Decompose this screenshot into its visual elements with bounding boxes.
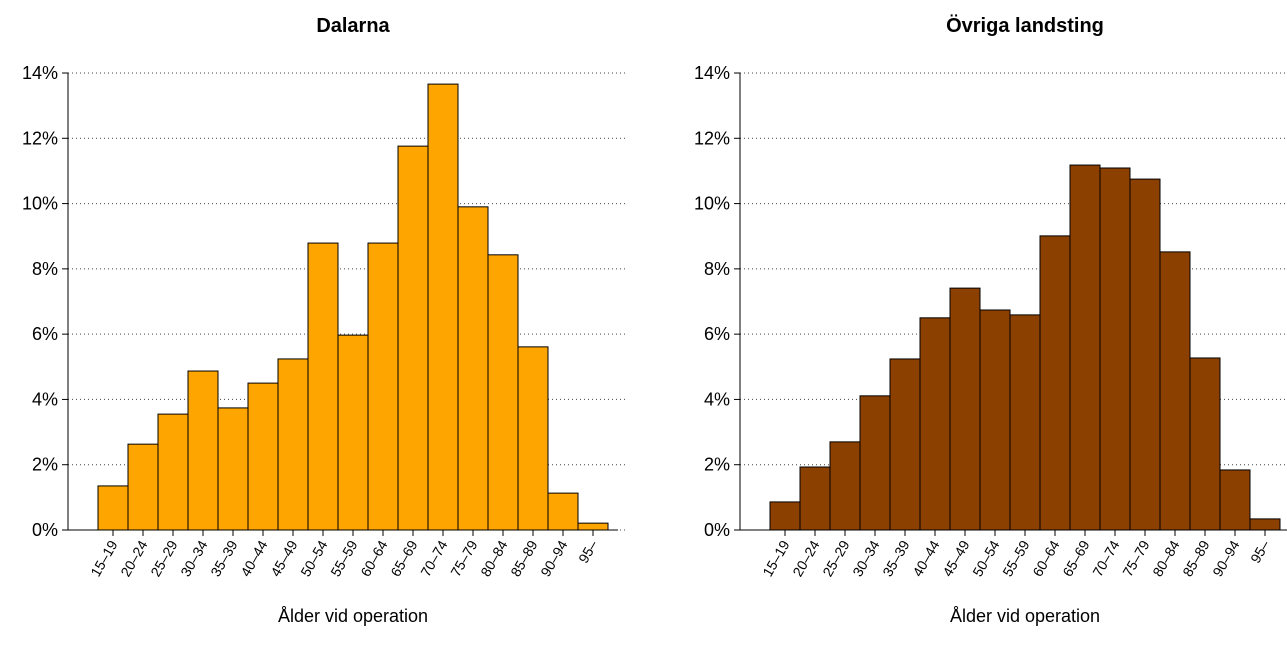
x-tick-label: 55–59 <box>327 537 360 579</box>
x-tick-label: 30–34 <box>849 537 882 579</box>
x-tick-label: 35–39 <box>879 537 912 579</box>
x-tick-label: 60–64 <box>1029 537 1062 579</box>
bar <box>1009 314 1041 531</box>
bar <box>547 492 579 531</box>
y-tick-label: 0% <box>32 520 58 540</box>
bar <box>427 83 459 531</box>
bar <box>367 242 399 531</box>
x-tick-label: 20–24 <box>117 537 150 579</box>
bar <box>949 287 981 531</box>
bar <box>1039 235 1071 531</box>
bar <box>829 441 861 531</box>
bar <box>1129 178 1161 531</box>
x-tick-label: 40–44 <box>909 537 942 579</box>
x-tick-label: 25–29 <box>147 537 180 579</box>
y-tick-label: 8% <box>704 259 730 279</box>
x-tick-label: 45–49 <box>267 537 300 579</box>
x-tick-label: 90–94 <box>1209 537 1242 579</box>
x-tick-label: 85–89 <box>507 537 540 579</box>
x-tick-label: 25–29 <box>819 537 852 579</box>
x-tick-label: 65–69 <box>387 537 420 579</box>
bar <box>517 346 549 531</box>
bar <box>1249 518 1281 531</box>
x-tick-label: 30–34 <box>177 537 210 579</box>
y-tick-label: 0% <box>704 520 730 540</box>
y-tick-label: 4% <box>704 389 730 409</box>
y-tick-label: 10% <box>694 194 730 214</box>
x-tick-label: 15–19 <box>759 537 792 579</box>
bar <box>889 358 921 531</box>
x-tick-label: 40–44 <box>237 537 270 579</box>
bar <box>487 254 519 531</box>
y-tick-label: 6% <box>704 324 730 344</box>
bar <box>769 501 801 531</box>
bar <box>919 317 951 531</box>
x-tick-label: 55–59 <box>999 537 1032 579</box>
y-tick-label: 8% <box>32 259 58 279</box>
y-tick-label: 6% <box>32 324 58 344</box>
bar <box>799 466 831 531</box>
chart-title: Dalarna <box>316 15 390 37</box>
bar <box>859 395 891 531</box>
bar <box>157 413 189 531</box>
x-tick-label: 45–49 <box>939 537 972 579</box>
x-tick-label: 60–64 <box>357 537 390 579</box>
x-tick-label: 70–74 <box>1089 537 1122 579</box>
x-tick-label: 90–94 <box>537 537 570 579</box>
y-tick-label: 2% <box>704 455 730 475</box>
bar <box>397 145 429 531</box>
y-tick-label: 4% <box>32 389 58 409</box>
bar <box>337 334 369 531</box>
x-tick-label: 95– <box>575 537 601 565</box>
bar <box>979 309 1011 531</box>
bar <box>457 206 489 531</box>
bar <box>1069 164 1101 531</box>
x-axis-label: Ålder vid operation <box>278 606 428 626</box>
bar <box>1189 357 1221 531</box>
y-tick-label: 12% <box>694 128 730 148</box>
y-tick-label: 10% <box>22 194 58 214</box>
x-tick-label: 65–69 <box>1059 537 1092 579</box>
x-tick-label: 75–79 <box>447 537 480 579</box>
x-axis-label: Ålder vid operation <box>950 606 1100 626</box>
bar <box>307 242 339 531</box>
bar <box>577 522 609 531</box>
x-tick-label: 50–54 <box>969 537 1002 579</box>
x-tick-label: 15–19 <box>87 537 120 579</box>
x-tick-label: 35–39 <box>207 537 240 579</box>
y-tick-label: 2% <box>32 455 58 475</box>
bar <box>277 358 309 531</box>
x-tick-label: 70–74 <box>417 537 450 579</box>
y-tick-label: 12% <box>22 128 58 148</box>
bar <box>127 443 159 531</box>
x-tick-label: 50–54 <box>297 537 330 579</box>
bar <box>187 370 219 531</box>
bar <box>217 407 249 531</box>
x-tick-label: 80–84 <box>1149 537 1182 579</box>
bar <box>1219 469 1251 531</box>
x-tick-label: 75–79 <box>1119 537 1152 579</box>
y-tick-label: 14% <box>22 63 58 83</box>
x-tick-label: 80–84 <box>477 537 510 579</box>
x-tick-label: 95– <box>1247 537 1273 565</box>
bar <box>1159 251 1191 531</box>
x-tick-label: 85–89 <box>1179 537 1212 579</box>
chart-title: Övriga landsting <box>946 14 1104 37</box>
x-tick-label: 20–24 <box>789 537 822 579</box>
bar <box>1099 167 1131 531</box>
y-tick-label: 14% <box>694 63 730 83</box>
bar <box>97 485 129 531</box>
bar <box>247 382 279 531</box>
